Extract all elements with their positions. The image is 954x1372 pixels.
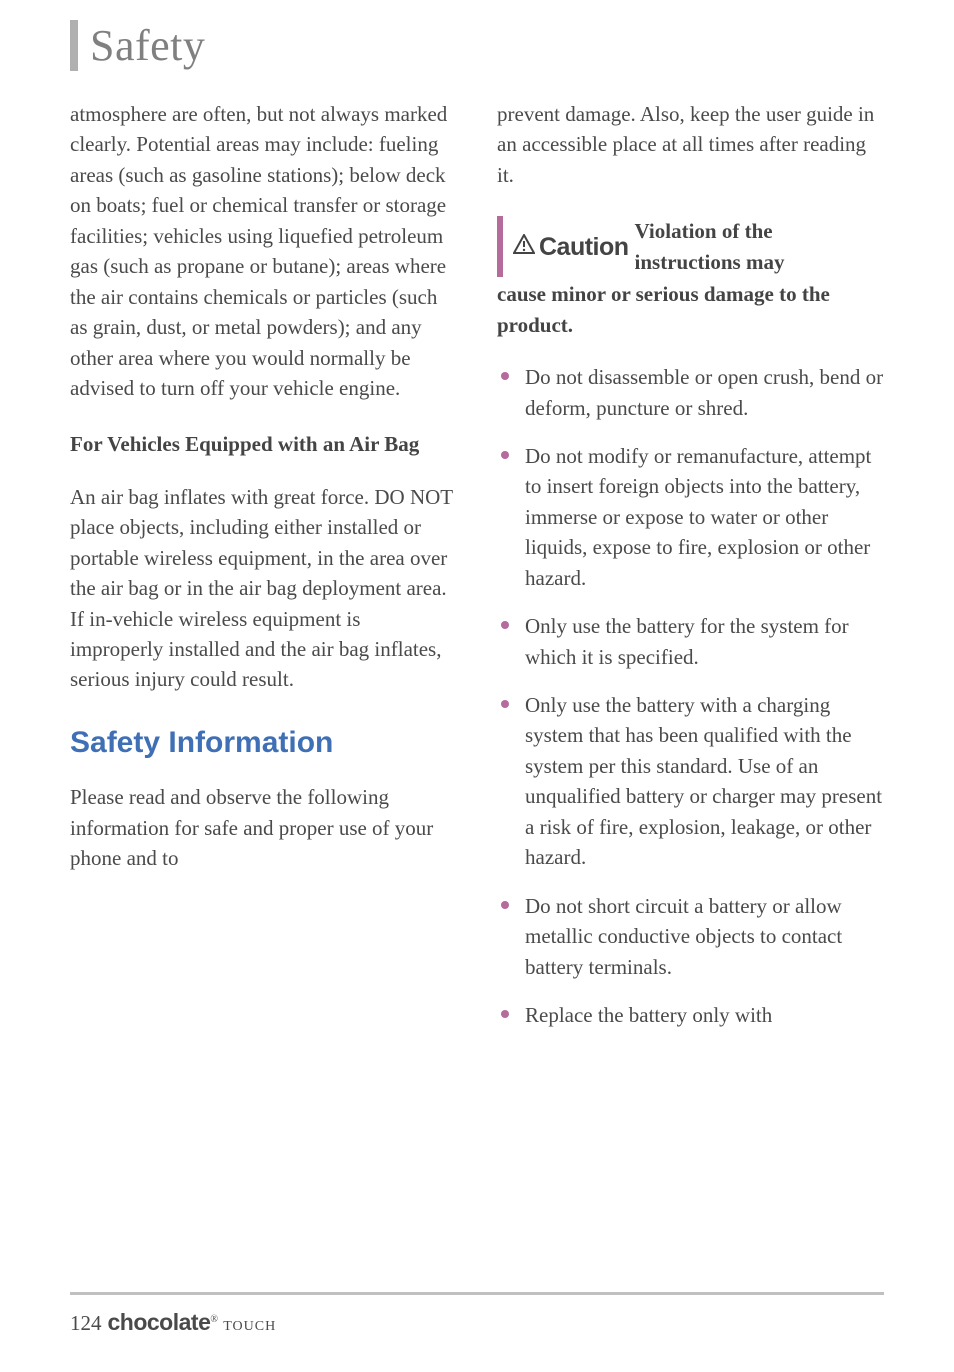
right-column: prevent damage. Also, keep the user guid… [497,99,884,1048]
list-item: Do not short circuit a battery or allow … [497,891,884,982]
caution-rest-text: cause minor or serious damage to the pro… [497,279,884,340]
body-paragraph: prevent damage. Also, keep the user guid… [497,99,884,190]
page-heading-block: Safety [70,20,884,71]
left-column: atmosphere are often, but not always mar… [70,99,457,1048]
list-item: Replace the battery only with [497,1000,884,1030]
page-number: 124 [70,1311,102,1336]
list-item: Only use the battery with a charging sys… [497,690,884,873]
caution-label: Caution [513,229,629,265]
page-footer: 124 chocolate® TOUCH [70,1292,884,1336]
page-heading: Safety [90,20,205,71]
two-column-layout: atmosphere are often, but not always mar… [70,99,884,1048]
body-paragraph: An air bag inflates with great force. DO… [70,482,457,695]
list-item: Do not disassemble or open crush, bend o… [497,362,884,423]
caution-word: Caution [539,229,629,265]
bullet-list: Do not disassemble or open crush, bend o… [497,362,884,1030]
registered-mark: ® [210,1314,218,1325]
subheading-airbag: For Vehicles Equipped with an Air Bag [70,429,457,459]
caution-callout: Caution Violation of the instructions ma… [497,216,884,340]
warning-triangle-icon [513,232,535,262]
body-paragraph: Please read and observe the following in… [70,782,457,873]
list-item: Do not modify or remanufacture, attempt … [497,441,884,593]
footer-rule [70,1292,884,1295]
list-item: Only use the battery for the system for … [497,611,884,672]
caution-lead-text: Violation of the instructions may [635,216,884,277]
caution-accent-bar [497,216,503,277]
brand-suffix: TOUCH [223,1319,276,1334]
brand-name: chocolate [108,1309,211,1335]
body-paragraph: atmosphere are often, but not always mar… [70,99,457,403]
heading-accent-bar [70,20,78,71]
footer-text: 124 chocolate® TOUCH [70,1309,884,1336]
section-title-safety-info: Safety Information [70,721,457,765]
